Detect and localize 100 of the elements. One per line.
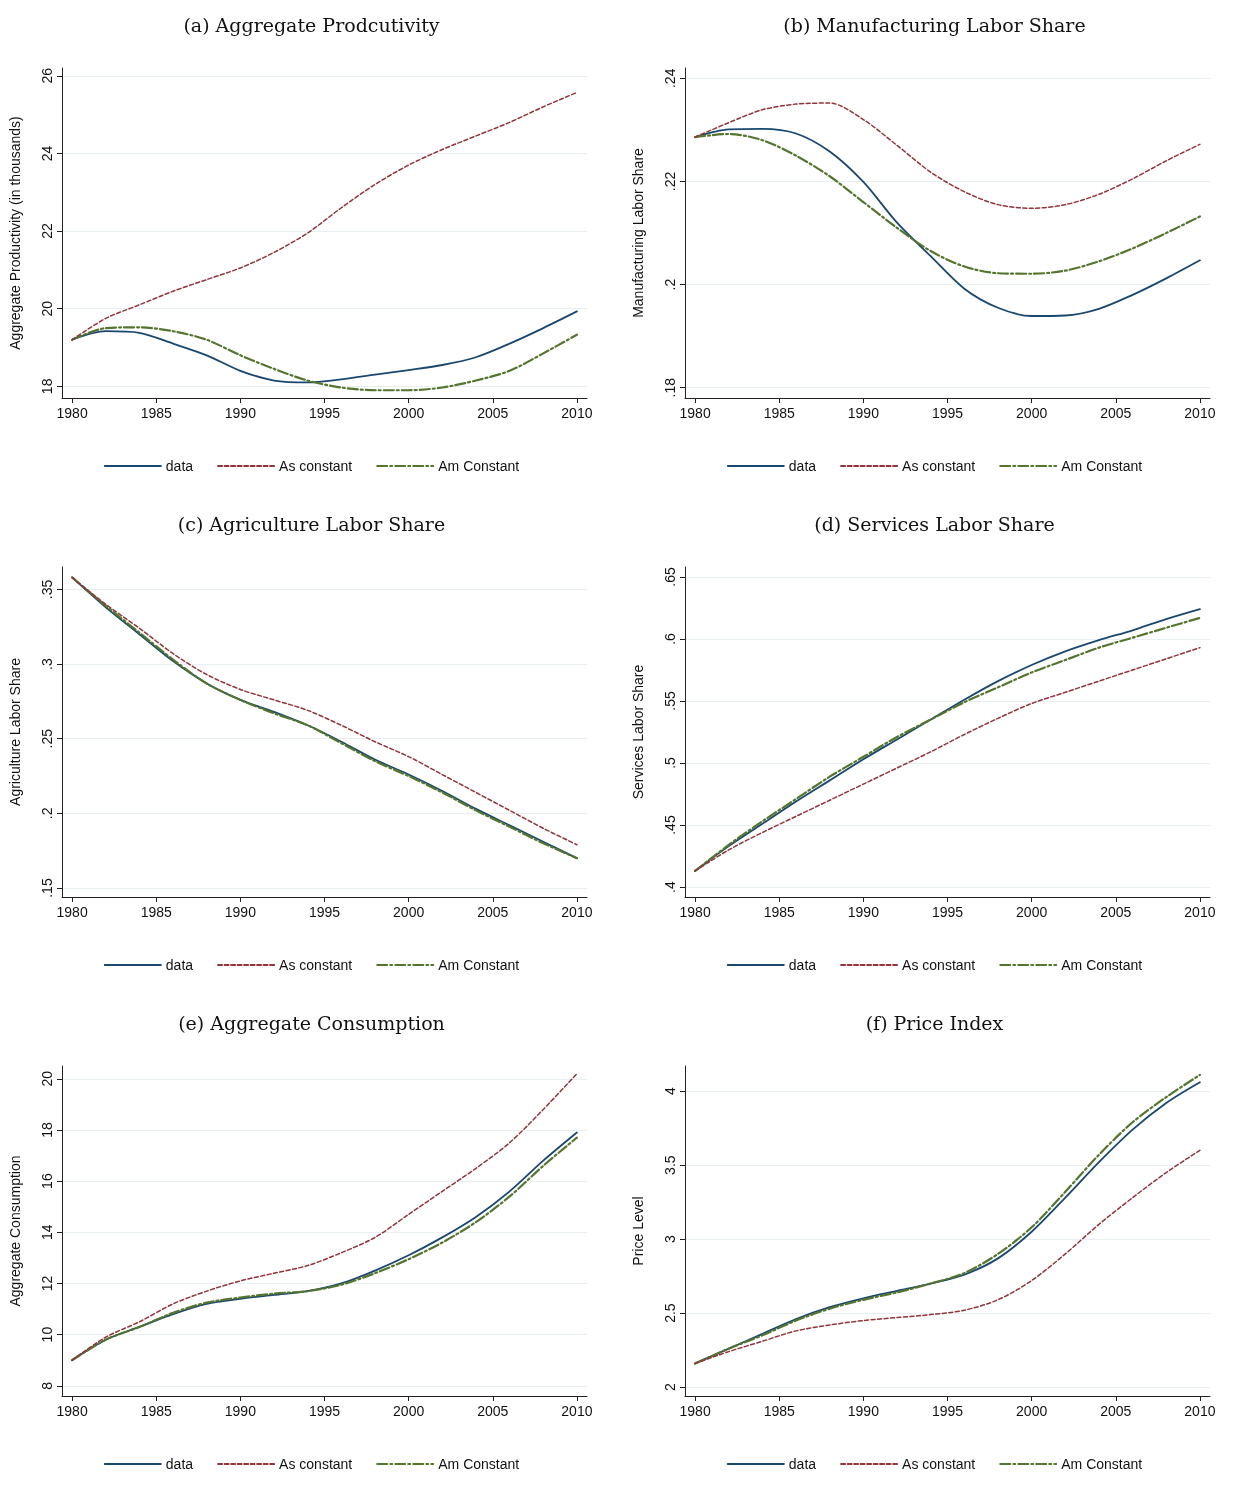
y-tick-label: 22 [39,223,55,239]
chart-title: (b) Manufacturing Labor Share [783,13,1086,36]
x-tick-label: 1990 [224,405,257,421]
y-axis-title: Agriculture Labor Share [7,657,23,806]
y-tick-label: 20 [39,300,55,317]
legend-label: As constant [279,458,353,474]
y-tick-label: .2 [662,278,678,291]
x-tick-label: 1980 [679,904,711,920]
chart-title: (a) Aggregate Prodcutivity [183,13,440,36]
legend-label: As constant [279,1456,353,1472]
x-tick-label: 1995 [308,1403,341,1419]
x-tick-label: 1995 [931,405,964,421]
y-tick-label: 8 [39,1381,55,1390]
x-tick-label: 1995 [308,405,341,421]
legend-label: As constant [279,957,353,973]
legend-label: As constant [902,957,976,973]
y-tick-label: 3 [662,1235,678,1244]
y-tick-label: 12 [39,1275,55,1292]
line-series [71,91,578,341]
y-tick-label: 10 [39,1326,55,1343]
x-tick-label: 2005 [1100,904,1132,920]
legend-label: data [165,957,194,973]
x-tick-label: 1990 [224,1403,257,1419]
x-tick-label: 1990 [847,1403,880,1419]
y-tick-label: .15 [39,878,55,898]
legend-label: As constant [902,1456,976,1472]
line-series [71,326,578,392]
x-tick-label: 1985 [140,904,173,920]
y-tick-label: 2.5 [662,1303,678,1323]
y-tick-label: 18 [39,378,55,395]
y-tick-label: 26 [39,67,55,84]
x-tick-label: 1990 [847,904,880,920]
x-tick-label: 2005 [477,405,509,421]
x-tick-label: 2005 [1100,405,1132,421]
line-series [694,1149,1201,1365]
x-tick-label: 1985 [763,405,796,421]
x-tick-label: 2010 [561,904,593,920]
legend-label: data [788,957,817,973]
y-tick-label: .4 [662,881,678,893]
y-tick-label: .65 [662,566,678,587]
legend-label: Am Constant [1061,957,1143,973]
legend-label: Am Constant [1061,1456,1143,1472]
line-series [694,102,1201,209]
y-axis-title: Services Labor Share [630,664,646,800]
y-axis-title: Aggregate Productivity (in thousands) [7,116,23,350]
x-tick-label: 2010 [561,405,593,421]
x-tick-label: 1980 [679,1403,711,1419]
y-tick-label: .2 [39,807,55,820]
chart-title: (d) Services Labor Share [814,512,1055,535]
chart-title: (e) Aggregate Consumption [178,1011,445,1034]
legend-label: Am Constant [438,957,520,973]
x-tick-label: 2000 [1016,405,1048,421]
legend-label: data [788,458,817,474]
line-series [694,132,1201,275]
x-tick-label: 1995 [308,904,341,920]
y-tick-label: .22 [662,171,678,192]
y-axis-title: Aggregate Consumption [7,1155,23,1307]
x-tick-label: 2000 [1016,904,1048,920]
y-tick-label: .25 [39,728,55,749]
y-tick-label: .55 [662,691,678,711]
chart-title: (f) Price Index [865,1011,1004,1034]
y-tick-label: .3 [39,658,55,670]
x-tick-label: 2000 [393,1403,425,1419]
x-tick-label: 1985 [140,405,173,421]
x-tick-label: 2010 [561,1403,593,1419]
y-axis-title: Price Level [630,1196,646,1266]
y-tick-label: .35 [39,579,55,600]
x-tick-label: 2000 [1016,1403,1048,1419]
y-tick-label: .45 [662,815,678,835]
y-tick-label: .18 [662,377,678,398]
y-tick-label: 3.5 [662,1155,678,1175]
x-tick-label: 2010 [1184,904,1216,920]
x-tick-label: 2010 [1184,405,1216,421]
y-tick-label: .24 [662,68,678,89]
y-tick-label: 2 [662,1383,678,1392]
x-tick-label: 2010 [1184,1403,1216,1419]
y-tick-label: 16 [39,1173,55,1189]
y-tick-label: 18 [39,1121,55,1138]
y-tick-label: 14 [39,1224,55,1241]
x-tick-label: 2005 [477,904,509,920]
x-tick-label: 1985 [763,904,796,920]
x-tick-label: 1995 [931,904,964,920]
x-tick-label: 1995 [931,1403,964,1419]
legend-label: data [165,458,194,474]
y-tick-label: .6 [662,632,678,645]
y-tick-label: 20 [39,1070,55,1087]
x-tick-label: 1980 [56,1403,88,1419]
y-tick-label: 24 [39,145,55,162]
legend-label: data [788,1456,817,1472]
y-axis-title: Manufacturing Labor Share [630,147,646,318]
legend-label: Am Constant [438,1456,520,1472]
x-tick-label: 1980 [679,405,711,421]
x-tick-label: 1985 [763,1403,796,1419]
legend-label: Am Constant [438,458,520,474]
legend-label: data [165,1456,194,1472]
x-tick-label: 1980 [56,904,88,920]
y-tick-label: .5 [662,756,678,769]
x-tick-label: 2000 [393,405,425,421]
chart-title: (c) Agriculture Labor Share [177,512,446,535]
legend-label: As constant [902,458,976,474]
